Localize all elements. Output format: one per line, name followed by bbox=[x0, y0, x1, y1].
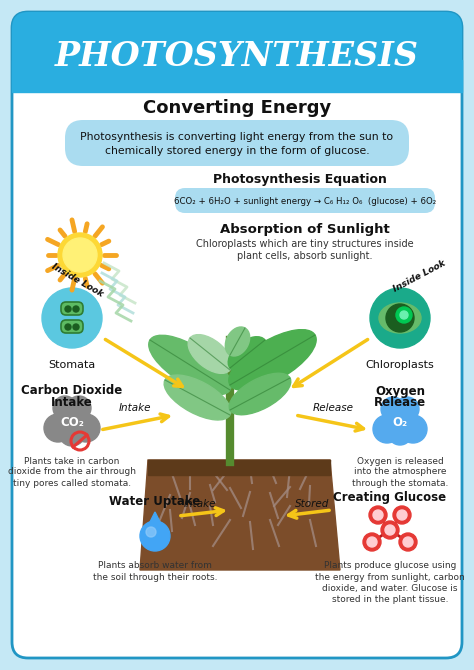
Circle shape bbox=[363, 533, 381, 551]
Text: Creating Glucose: Creating Glucose bbox=[333, 492, 447, 505]
Circle shape bbox=[67, 396, 91, 420]
Circle shape bbox=[400, 311, 408, 319]
Text: Oxygen: Oxygen bbox=[375, 385, 425, 397]
Text: Carbon Dioxide: Carbon Dioxide bbox=[21, 385, 123, 397]
Text: CO₂: CO₂ bbox=[60, 417, 84, 429]
Circle shape bbox=[393, 506, 411, 524]
Circle shape bbox=[403, 537, 413, 547]
Text: Chloroplasts which are tiny structures inside: Chloroplasts which are tiny structures i… bbox=[196, 239, 414, 249]
Text: Inside Look: Inside Look bbox=[392, 259, 447, 293]
Text: into the atmosphere: into the atmosphere bbox=[354, 468, 446, 476]
Text: the soil through their roots.: the soil through their roots. bbox=[93, 572, 217, 582]
Text: dioxide, and water. Glucose is: dioxide, and water. Glucose is bbox=[322, 584, 458, 592]
Text: Intake: Intake bbox=[184, 499, 216, 509]
Circle shape bbox=[395, 397, 419, 421]
Bar bbox=[12, 60, 462, 92]
FancyBboxPatch shape bbox=[12, 12, 462, 92]
Text: Plants produce glucose using: Plants produce glucose using bbox=[324, 561, 456, 570]
Circle shape bbox=[140, 521, 170, 551]
Circle shape bbox=[59, 420, 85, 446]
Text: 6CO₂ + 6H₂O + sunlight energy → C₆ H₁₂ O₆  (glucose) + 6O₂: 6CO₂ + 6H₂O + sunlight energy → C₆ H₁₂ O… bbox=[174, 196, 436, 206]
Circle shape bbox=[44, 414, 72, 442]
Circle shape bbox=[373, 510, 383, 520]
Circle shape bbox=[381, 521, 399, 539]
Polygon shape bbox=[148, 460, 330, 475]
Circle shape bbox=[73, 306, 79, 312]
FancyBboxPatch shape bbox=[61, 302, 83, 315]
FancyBboxPatch shape bbox=[65, 120, 409, 166]
Ellipse shape bbox=[379, 303, 421, 333]
Circle shape bbox=[399, 415, 427, 443]
FancyBboxPatch shape bbox=[61, 320, 83, 333]
Text: tiny pores called stomata.: tiny pores called stomata. bbox=[13, 478, 131, 488]
FancyBboxPatch shape bbox=[12, 12, 462, 658]
Text: Photosynthesis is converting light energy from the sun to: Photosynthesis is converting light energ… bbox=[81, 132, 393, 142]
Circle shape bbox=[373, 415, 401, 443]
Text: O₂: O₂ bbox=[392, 417, 408, 429]
Circle shape bbox=[72, 414, 100, 442]
Ellipse shape bbox=[229, 373, 291, 415]
Circle shape bbox=[385, 525, 395, 535]
Text: Photosynthesis Equation: Photosynthesis Equation bbox=[213, 174, 387, 186]
Circle shape bbox=[399, 533, 417, 551]
Circle shape bbox=[53, 396, 77, 420]
Circle shape bbox=[54, 402, 90, 438]
Text: Converting Energy: Converting Energy bbox=[143, 99, 331, 117]
Circle shape bbox=[42, 288, 102, 348]
Text: plant cells, absorb sunlight.: plant cells, absorb sunlight. bbox=[237, 251, 373, 261]
Circle shape bbox=[367, 537, 377, 547]
Circle shape bbox=[58, 233, 102, 277]
Text: Plants take in carbon: Plants take in carbon bbox=[24, 456, 120, 466]
Ellipse shape bbox=[164, 375, 231, 420]
Text: Inside Look: Inside Look bbox=[50, 261, 105, 298]
Text: Absorption of Sunlight: Absorption of Sunlight bbox=[220, 224, 390, 237]
Circle shape bbox=[146, 527, 156, 537]
Circle shape bbox=[73, 324, 79, 330]
Text: stored in the plant tissue.: stored in the plant tissue. bbox=[332, 594, 448, 604]
Ellipse shape bbox=[188, 334, 232, 373]
Text: Water Uptake: Water Uptake bbox=[109, 496, 201, 509]
Circle shape bbox=[396, 307, 412, 323]
Ellipse shape bbox=[225, 327, 250, 356]
Circle shape bbox=[381, 397, 405, 421]
Polygon shape bbox=[140, 460, 340, 570]
Text: chemically stored energy in the form of glucose.: chemically stored energy in the form of … bbox=[105, 146, 369, 156]
Text: Chloroplasts: Chloroplasts bbox=[365, 360, 434, 370]
Text: dioxide from the air through: dioxide from the air through bbox=[8, 468, 136, 476]
Text: Release: Release bbox=[312, 403, 354, 413]
Text: Oxygen is released: Oxygen is released bbox=[356, 456, 443, 466]
Circle shape bbox=[369, 506, 387, 524]
Circle shape bbox=[397, 510, 407, 520]
Ellipse shape bbox=[149, 335, 231, 395]
Text: Stomata: Stomata bbox=[48, 360, 96, 370]
Circle shape bbox=[388, 421, 412, 445]
Circle shape bbox=[382, 402, 418, 438]
Text: the energy from sunlight, carbon: the energy from sunlight, carbon bbox=[315, 572, 465, 582]
Ellipse shape bbox=[229, 330, 316, 391]
Text: Intake: Intake bbox=[51, 395, 93, 409]
Circle shape bbox=[65, 306, 71, 312]
Circle shape bbox=[63, 238, 97, 272]
Circle shape bbox=[386, 304, 414, 332]
Polygon shape bbox=[147, 512, 163, 528]
Text: through the stomata.: through the stomata. bbox=[352, 478, 448, 488]
Text: Stored: Stored bbox=[295, 499, 329, 509]
Text: Plants absorb water from: Plants absorb water from bbox=[98, 561, 212, 570]
Text: Release: Release bbox=[374, 395, 426, 409]
Text: Intake: Intake bbox=[119, 403, 151, 413]
Ellipse shape bbox=[228, 337, 267, 371]
FancyBboxPatch shape bbox=[175, 188, 435, 213]
Circle shape bbox=[370, 288, 430, 348]
Circle shape bbox=[65, 324, 71, 330]
Text: PHOTOSYNTHESIS: PHOTOSYNTHESIS bbox=[55, 40, 419, 72]
